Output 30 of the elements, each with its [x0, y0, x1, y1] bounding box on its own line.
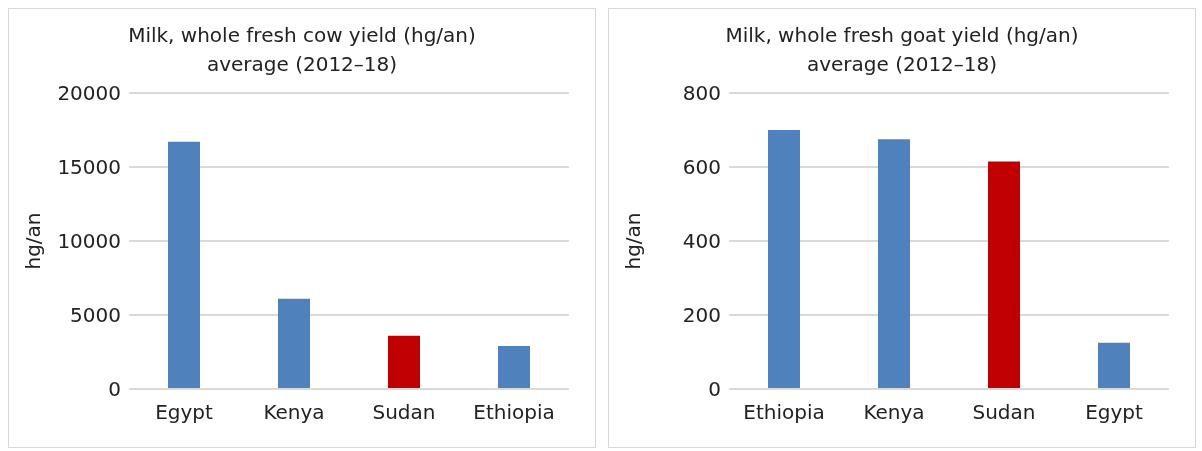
x-tick-label: Kenya — [263, 400, 325, 425]
y-tick-label: 400 — [682, 229, 721, 254]
bar — [168, 141, 200, 389]
y-tick-label: 0 — [108, 377, 121, 402]
chart-title: Milk, whole fresh goat yield (hg/an) average (2012–18) — [724, 22, 1080, 78]
bar — [498, 346, 530, 389]
chart-title: Milk, whole fresh cow yield (hg/an) average (2012–18) — [127, 22, 477, 78]
y-axis-title: hg/an — [21, 212, 46, 270]
y-tick-label: 20000 — [57, 81, 121, 106]
y-tick-label: 5000 — [70, 303, 121, 328]
x-tick-label: Egypt — [155, 400, 213, 425]
y-tick-label: 200 — [682, 303, 721, 328]
x-tick-label: Sudan — [372, 400, 436, 425]
y-tick-label: 800 — [682, 81, 721, 106]
bar — [988, 161, 1020, 389]
x-tick-label: Sudan — [972, 400, 1036, 425]
y-axis-title: hg/an — [621, 212, 646, 270]
bar — [878, 139, 910, 389]
y-tick-label: 0 — [708, 377, 721, 402]
x-tick-label: Ethiopia — [743, 400, 825, 425]
x-tick-label: Kenya — [863, 400, 925, 425]
bar — [278, 298, 310, 389]
y-tick-label: 10000 — [57, 229, 121, 254]
bar — [388, 335, 420, 389]
bar — [1098, 342, 1130, 389]
bar — [768, 130, 800, 389]
x-tick-label: Egypt — [1085, 400, 1143, 425]
x-tick-label: Ethiopia — [473, 400, 555, 425]
y-tick-label: 15000 — [57, 155, 121, 180]
y-tick-label: 600 — [682, 155, 721, 180]
